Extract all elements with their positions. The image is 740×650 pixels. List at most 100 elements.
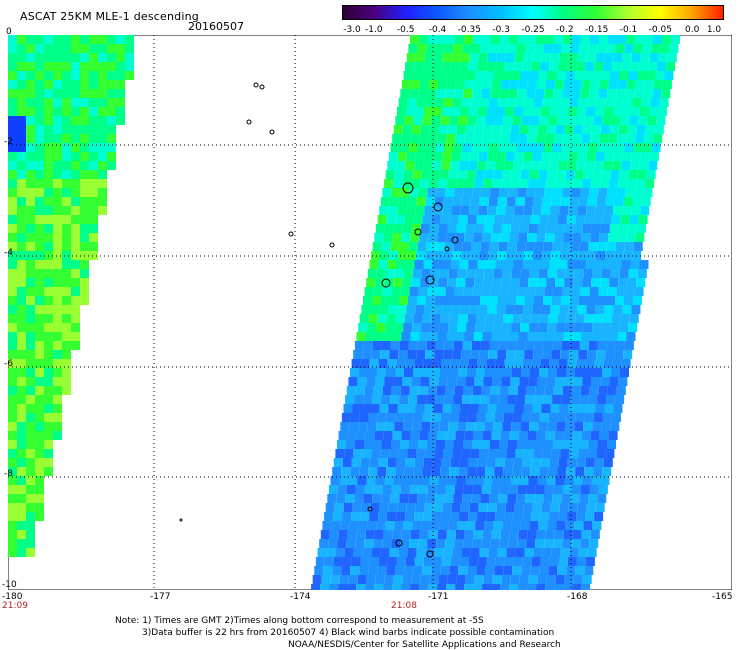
swath-cell — [44, 89, 53, 98]
swath-cell — [541, 107, 550, 116]
swath-cell — [80, 206, 89, 215]
swath-cell — [587, 449, 597, 458]
swath-cell — [605, 197, 615, 206]
swath-cell — [575, 368, 584, 377]
swath-cell — [424, 503, 434, 512]
swath-cell — [8, 530, 17, 539]
swath-cell — [368, 467, 378, 476]
swath-cell — [26, 377, 35, 386]
swath-cell — [444, 395, 454, 404]
swath-cell — [529, 170, 539, 179]
swath-cell — [437, 584, 447, 590]
swath-cell — [17, 350, 26, 359]
swath-cell — [89, 152, 98, 161]
swath-cell — [424, 152, 434, 161]
swath-cell — [522, 557, 532, 566]
swath-cell — [594, 512, 604, 521]
swath-cell — [588, 242, 598, 251]
swath-cell — [475, 521, 485, 530]
swath-cell — [526, 485, 536, 494]
swath-cell — [508, 386, 518, 395]
swath-cell — [571, 188, 581, 197]
swath-cell — [410, 134, 420, 143]
swath-cell — [71, 206, 80, 215]
swath-cell — [26, 242, 35, 251]
swath-cell — [363, 494, 373, 503]
swath-cell — [405, 359, 415, 368]
swath-cell — [26, 179, 35, 188]
swath-cell — [507, 143, 517, 152]
swath-cell — [80, 107, 89, 116]
swath-cell — [455, 584, 465, 590]
swath-cell — [501, 476, 511, 485]
swath-cell — [44, 35, 53, 44]
swath-cell — [624, 44, 634, 53]
swath-cell — [602, 413, 612, 422]
swath-cell — [44, 296, 53, 305]
swath-cell — [44, 80, 53, 89]
swath-cell — [17, 80, 26, 89]
swath-cell — [327, 494, 337, 503]
swath-cell — [454, 89, 464, 98]
swath-cell — [594, 260, 604, 269]
swath-cell — [390, 494, 400, 503]
swath-cell — [637, 269, 647, 278]
swath-cell — [393, 278, 403, 287]
swath-cell — [383, 530, 393, 539]
swath-cell — [8, 107, 17, 116]
swath-cell — [619, 323, 629, 332]
swath-cell — [8, 404, 17, 413]
swath-cell — [530, 467, 540, 476]
swath-cell — [375, 575, 385, 584]
swath-cell — [511, 521, 521, 530]
swath-cell — [493, 323, 503, 332]
swath-cell — [485, 413, 495, 422]
swath-cell — [44, 413, 53, 422]
swath-cell — [599, 35, 608, 44]
credit-line: NOAA/NESDIS/Center for Satellite Applica… — [288, 640, 561, 650]
swath-cell — [80, 35, 89, 44]
swath-cell — [427, 89, 437, 98]
swath-cell — [466, 422, 476, 431]
swath-cell — [380, 548, 390, 557]
swath-cell — [609, 377, 619, 386]
swath-cell — [497, 251, 507, 260]
swath-cell — [597, 143, 607, 152]
swath-cell — [388, 305, 398, 314]
swath-cell — [577, 404, 587, 413]
swath-cell — [342, 512, 352, 521]
swath-cell — [576, 161, 586, 170]
swath-cell — [412, 269, 422, 278]
swath-cell — [382, 386, 392, 395]
swath-cell — [426, 143, 436, 152]
swath-cell — [460, 503, 470, 512]
swath-cell — [584, 368, 593, 377]
swath-cell — [448, 422, 458, 431]
swath-cell — [430, 323, 440, 332]
swath-cell — [434, 548, 444, 557]
swath-cell — [441, 512, 451, 521]
swath-cell — [35, 296, 44, 305]
swath-cell — [89, 53, 98, 62]
swath-cell — [394, 323, 404, 332]
swath-cell — [394, 269, 404, 278]
swath-cell — [570, 296, 579, 305]
swath-cell — [530, 566, 540, 575]
swath-cell — [387, 260, 397, 269]
swath-cell — [26, 260, 35, 269]
swath-cell — [35, 71, 44, 80]
y-tick-label: -2 — [4, 137, 13, 147]
swath-cell — [53, 431, 62, 440]
swath-cell — [35, 53, 44, 62]
swath-cell — [17, 170, 26, 179]
swath-cell — [474, 377, 484, 386]
swath-cell — [348, 377, 358, 386]
swath-cell — [458, 467, 468, 476]
swath-cell — [562, 440, 571, 449]
swath-cell — [635, 80, 645, 89]
swath-cell — [550, 53, 560, 62]
swath-cell — [643, 188, 653, 197]
swath-cell — [636, 278, 646, 287]
swath-cell — [411, 224, 421, 233]
swath-cell — [413, 368, 422, 377]
